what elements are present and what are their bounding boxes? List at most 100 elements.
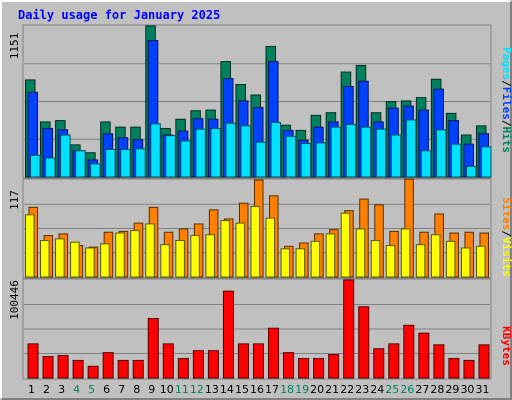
x-tick-label: 26 [400,383,414,396]
bar-kbytes-day-9 [147,317,159,379]
bar-visits-day-4 [70,241,80,278]
x-tick-label: 25 [385,383,399,396]
bar-kbytes-day-31 [478,344,490,379]
x-tick-label: 10 [160,383,174,396]
bar-pages-day-8 [135,148,146,178]
x-tick-label: 16 [250,383,264,396]
legend-sep-2: / [500,120,512,127]
bar-pages-day-25 [390,134,402,178]
bar-pages-day-26 [405,119,417,178]
bar-pages-day-13 [210,127,221,178]
bar-kbytes-day-15 [237,343,249,379]
bar-visits-day-14 [220,220,230,278]
bar-visits-day-11 [175,240,185,278]
bar-pages-day-18 [285,135,297,178]
x-tick-label: 19 [295,383,309,396]
bar-kbytes-day-3 [57,355,69,379]
x-tick-label: 21 [325,383,339,396]
bar-visits-day-19 [295,248,306,278]
bar-pages-day-17 [270,122,282,178]
x-tick-labels: 1 2 3 4 5 6 7 8 9 10 11 12 13 14 15 16 17 18 19 20 21 22 23 24 2… [28,383,489,396]
bar-visits-day-12 [190,235,200,278]
x-tick-label: 23 [355,383,369,396]
bar-kbytes-day-1 [27,343,39,379]
bar-visits-day-7 [115,232,125,278]
bar-pages-day-21 [330,126,342,178]
bar-kbytes-day-21 [328,354,340,379]
y-max-label-kbytes: 100446 [8,280,21,320]
x-tick-label: 30 [460,383,474,396]
bar-pages-day-9 [150,123,161,178]
chart-title: Daily usage for January 2025 [18,8,221,22]
bar-kbytes-day-23 [358,306,370,379]
bar-pages-day-5 [90,163,101,178]
x-tick-label: 18 [280,383,294,396]
legend-hits: Hits [500,127,512,154]
bar-pages-day-14 [225,122,236,178]
bar-pages-day-7 [120,148,131,178]
bar-kbytes-day-4 [72,359,84,379]
bar-visits-day-25 [385,244,396,278]
bar-visits-day-18 [280,248,291,278]
bar-visits-day-26 [400,228,411,278]
bar-pages-day-11 [180,140,191,178]
bar-visits-day-23 [355,228,366,278]
bar-kbytes-day-16 [252,343,265,379]
bar-visits-day-2 [40,240,50,278]
bar-visits-day-13 [205,234,215,278]
bar-visits-day-22 [340,212,351,278]
x-tick-label: 6 [103,383,110,396]
bar-pages-day-2 [45,157,56,178]
x-tick-label: 14 [220,383,234,396]
bar-visits-day-9 [145,223,155,278]
bar-pages-day-12 [195,128,206,178]
bar-pages-day-16 [255,141,267,178]
x-tick-label: 5 [88,383,95,396]
bar-kbytes-day-22 [343,279,355,379]
bar-kbytes-day-29 [448,357,460,379]
bar-pages-day-19 [300,143,312,178]
y-max-labels: 1151 117 100446 [8,33,21,320]
x-tick-label: 3 [58,383,65,396]
bar-kbytes-day-13 [207,350,219,379]
bar-visits-day-1 [25,214,35,278]
bar-kbytes-day-19 [298,357,310,379]
x-tick-label: 31 [475,383,489,396]
x-tick-label: 1 [28,383,35,396]
x-tick-label: 24 [370,383,384,396]
bar-visits-day-28 [430,234,441,278]
x-tick-label: 12 [190,383,204,396]
bar-kbytes-day-5 [87,365,99,379]
bar-visits-day-8 [130,230,140,278]
x-tick-label: 20 [310,383,324,396]
x-tick-label: 28 [430,383,444,396]
bar-pages-day-27 [420,150,432,178]
x-tick-label: 22 [340,383,354,396]
bar-pages-day-30 [465,166,477,178]
bar-kbytes-day-25 [388,343,400,379]
bar-visits-day-21 [325,233,336,278]
bar-visits-day-20 [310,240,321,278]
x-tick-label: 29 [445,383,459,396]
bar-kbytes-day-12 [192,350,204,379]
bar-pages-day-3 [60,134,71,178]
bar-visits-day-29 [445,240,456,278]
bar-kbytes-day-17 [268,327,280,379]
x-tick-label: 13 [205,383,219,396]
bar-pages-day-20 [315,142,327,178]
x-tick-label: 7 [118,383,125,396]
right-legend-kbytes: KBytes [500,326,512,366]
bar-visits-day-27 [415,244,426,278]
x-tick-label: 17 [265,383,279,396]
x-tick-label: 15 [235,383,249,396]
right-legend-hits-files-pages: Pages/Files/Hits [500,47,512,153]
chart-marks [25,25,492,379]
bar-kbytes-day-11 [177,357,189,379]
right-legend-sites-visits: Sites/Visits [500,197,512,277]
bar-pages-day-23 [360,126,372,178]
bar-visits-day-10 [160,244,170,278]
bar-pages-day-29 [450,143,462,178]
bar-visits-day-15 [235,222,245,278]
bar-kbytes-day-7 [117,359,129,379]
